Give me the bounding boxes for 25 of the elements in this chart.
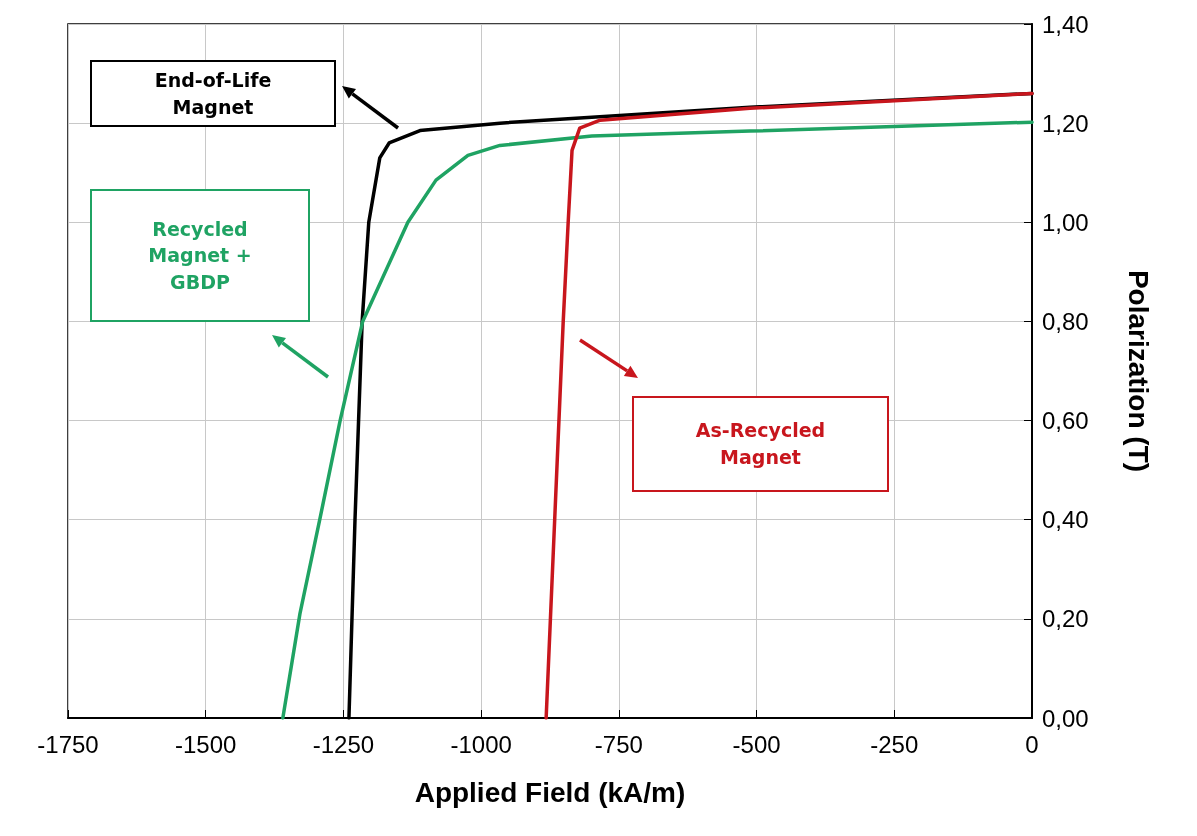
y-tick-label: 0,80 [1042,307,1089,335]
x-tick-label: -1000 [450,730,512,758]
note-box: Recycled Magnet + GBDP [90,189,310,322]
y-tick-label: 0,40 [1042,506,1089,534]
annotation: Recycled Magnet + GBDP [147,216,253,295]
x-axis-title: Applied Field (kA/m) [414,776,686,808]
x-tick-label: 0 [1025,730,1039,758]
y-tick-label: 1,20 [1042,109,1089,137]
line-series [544,91,1034,720]
y-axis-title: Polarization (T) [1122,269,1154,473]
y-tick-label: 1,40 [1042,10,1089,38]
note-box: End-of-Life Magnet [90,60,336,127]
x-tick-label: -750 [594,730,643,758]
y-tick-label: 1,00 [1042,208,1089,236]
x-tick-label: -1500 [175,730,237,758]
annotation: As-Recycled Magnet [694,418,827,470]
note-box: As-Recycled Magnet [632,396,889,492]
y-tick-label: 0,60 [1042,407,1089,435]
y-tick-label: 0,20 [1042,605,1089,633]
y-tick-label: 0,00 [1042,704,1089,732]
annotation: End-of-Life Magnet [153,67,273,120]
x-tick-label: -1250 [312,730,375,758]
x-tick-label: -1750 [37,730,99,758]
x-tick-label: -250 [870,730,919,758]
x-tick-label: -500 [732,730,781,758]
